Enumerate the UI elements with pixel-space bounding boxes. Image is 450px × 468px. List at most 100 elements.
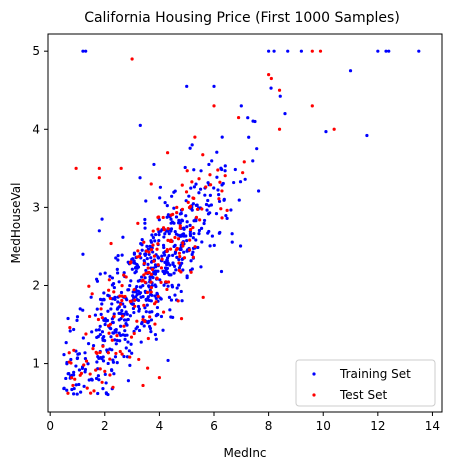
training-point: [141, 284, 145, 288]
x-tick-label: 8: [265, 419, 273, 433]
training-point: [101, 387, 105, 391]
training-point: [81, 252, 85, 256]
training-point: [151, 236, 156, 240]
test-point: [151, 243, 155, 247]
training-point: [247, 135, 251, 139]
training-point: [255, 147, 259, 151]
training-point: [115, 271, 120, 275]
training-point: [174, 268, 178, 272]
test-point: [98, 350, 102, 355]
training-point: [143, 226, 147, 230]
training-point: [153, 332, 158, 337]
training-point: [119, 290, 124, 295]
training-point: [113, 328, 117, 332]
training-point: [65, 388, 69, 392]
test-point: [141, 278, 145, 282]
training-point: [165, 263, 169, 267]
training-point: [130, 351, 134, 355]
training-point: [138, 176, 142, 180]
training-point: [95, 279, 100, 283]
training-point: [215, 150, 219, 154]
training-point: [111, 331, 116, 335]
test-point: [169, 213, 173, 217]
test-point: [179, 270, 183, 274]
test-point: [66, 391, 70, 395]
training-point: [168, 263, 172, 267]
test-point: [90, 292, 94, 296]
training-point: [185, 220, 189, 224]
training-point: [115, 307, 120, 311]
training-point: [182, 250, 186, 254]
test-point: [204, 185, 208, 189]
training-point: [72, 327, 76, 332]
training-point: [174, 215, 179, 219]
training-point: [113, 295, 117, 299]
training-point: [169, 217, 173, 221]
test-point: [157, 215, 161, 219]
test-point: [157, 376, 161, 380]
training-point: [163, 260, 167, 264]
test-point: [190, 180, 194, 184]
training-point: [72, 386, 76, 391]
test-point: [118, 294, 122, 298]
training-point: [170, 194, 174, 198]
legend-label-test: Test Set: [339, 388, 387, 402]
training-point: [233, 167, 237, 172]
training-point: [156, 256, 160, 260]
test-point: [146, 336, 150, 341]
training-point: [172, 221, 176, 225]
training-point: [219, 269, 224, 274]
training-point: [135, 325, 139, 329]
training-point: [95, 307, 99, 311]
test-point: [84, 359, 89, 363]
test-point: [154, 300, 158, 304]
training-point: [202, 218, 207, 223]
test-point: [208, 183, 213, 187]
training-point: [183, 165, 187, 170]
test-point: [181, 241, 185, 245]
training-point: [175, 286, 179, 290]
training-point: [100, 217, 104, 221]
training-point: [215, 175, 219, 179]
test-point: [92, 389, 96, 393]
test-point: [149, 286, 153, 290]
training-point: [166, 358, 170, 363]
training-point: [220, 167, 224, 172]
test-point: [150, 267, 155, 272]
training-point: [69, 357, 73, 362]
training-point: [163, 201, 167, 205]
test-point: [173, 235, 177, 240]
training-point: [172, 264, 177, 269]
test-point: [129, 335, 134, 339]
test-point: [197, 177, 201, 181]
training-point: [157, 233, 161, 237]
test-point: [159, 266, 164, 270]
training-point: [74, 364, 78, 368]
training-point: [132, 251, 136, 255]
training-point: [139, 275, 144, 279]
training-point: [64, 341, 68, 345]
training-point: [167, 232, 171, 236]
test-point: [119, 302, 123, 306]
test-point: [110, 338, 114, 342]
training-point: [72, 373, 76, 377]
training-point: [238, 180, 243, 184]
training-point: [177, 257, 181, 262]
training-point: [206, 198, 210, 203]
training-point: [131, 294, 135, 298]
training-point: [87, 378, 91, 382]
chart-title: California Housing Price (First 1000 Sam…: [84, 10, 400, 26]
test-point: [73, 377, 77, 381]
training-point: [142, 259, 146, 263]
training-point: [103, 322, 107, 327]
test-point: [152, 254, 157, 258]
test-point: [133, 298, 137, 302]
training-point: [115, 338, 119, 342]
test-point: [161, 215, 165, 220]
training-point: [112, 312, 116, 316]
training-point: [128, 363, 132, 367]
training-point: [179, 211, 183, 216]
training-point: [214, 212, 219, 216]
training-point: [130, 267, 134, 271]
